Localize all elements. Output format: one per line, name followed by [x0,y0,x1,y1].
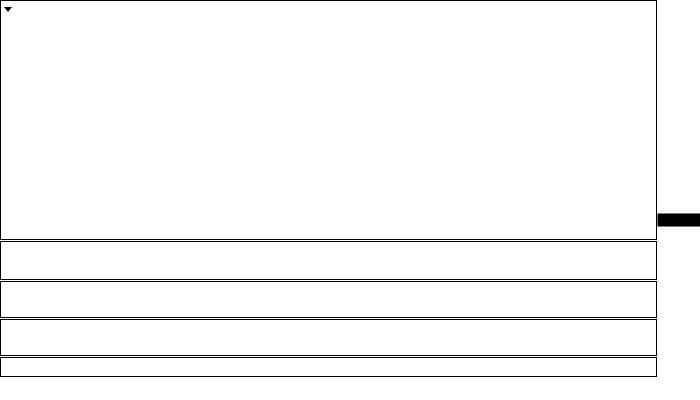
stochastic-pane[interactable] [0,319,657,356]
main-price-pane[interactable] [0,0,657,240]
symbol-dropdown-icon[interactable] [4,7,12,12]
macd-pane[interactable] [0,281,657,318]
rsi-pane[interactable] [0,241,657,280]
chart-title [4,7,12,12]
current-price-badge [657,213,700,227]
momentum-pane[interactable] [0,357,657,377]
price-axis[interactable] [657,213,700,227]
